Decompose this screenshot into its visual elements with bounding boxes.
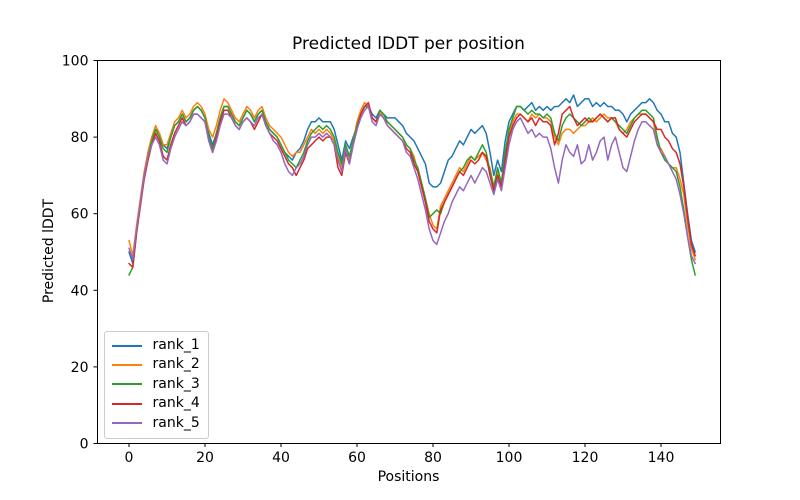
legend-item: rank_3 [111,375,200,394]
x-tick-label: 120 [572,450,599,466]
legend-item: rank_1 [111,336,200,355]
legend-line-swatch [111,422,142,425]
series-line-rank_2 [128,98,696,261]
x-axis-label: Positions [377,469,440,485]
x-tick-label: 60 [348,450,366,466]
axes-frame [97,60,721,444]
chart-title: Predicted lDDT per position [292,34,525,54]
x-tick-label: 20 [196,450,214,466]
legend-line-swatch [111,402,142,405]
x-tick-label: 140 [648,450,675,466]
x-tick-label: 100 [496,450,523,466]
y-axis-label: Predicted lDDT [41,198,57,304]
x-tick-label: 0 [125,450,134,466]
x-tick-label: 80 [424,450,442,466]
series-line-rank_4 [128,101,696,269]
legend-label: rank_2 [152,356,200,373]
y-tick-label: 40 [71,283,89,299]
legend-item: rank_5 [111,414,200,433]
y-tick-label: 80 [71,130,89,146]
y-tick-label: 100 [62,54,89,70]
legend-line-swatch [111,364,142,367]
legend-label: rank_1 [152,337,200,353]
series-line-rank_5 [128,105,696,265]
x-tick-label: 40 [272,450,290,466]
legend-label: rank_5 [152,414,200,431]
legend-label: rank_3 [152,375,200,392]
legend-item: rank_4 [111,394,200,413]
y-tick-label: 20 [71,360,89,376]
legend-item: rank_2 [111,355,200,374]
legend-line-swatch [111,383,142,386]
legend-label: rank_4 [152,395,200,412]
legend-line-swatch [111,344,142,347]
y-tick-label: 60 [71,207,89,223]
legend: rank_1 rank_2 rank_3 rank_4 rank_5 [103,331,209,439]
y-tick-label: 0 [80,437,89,453]
